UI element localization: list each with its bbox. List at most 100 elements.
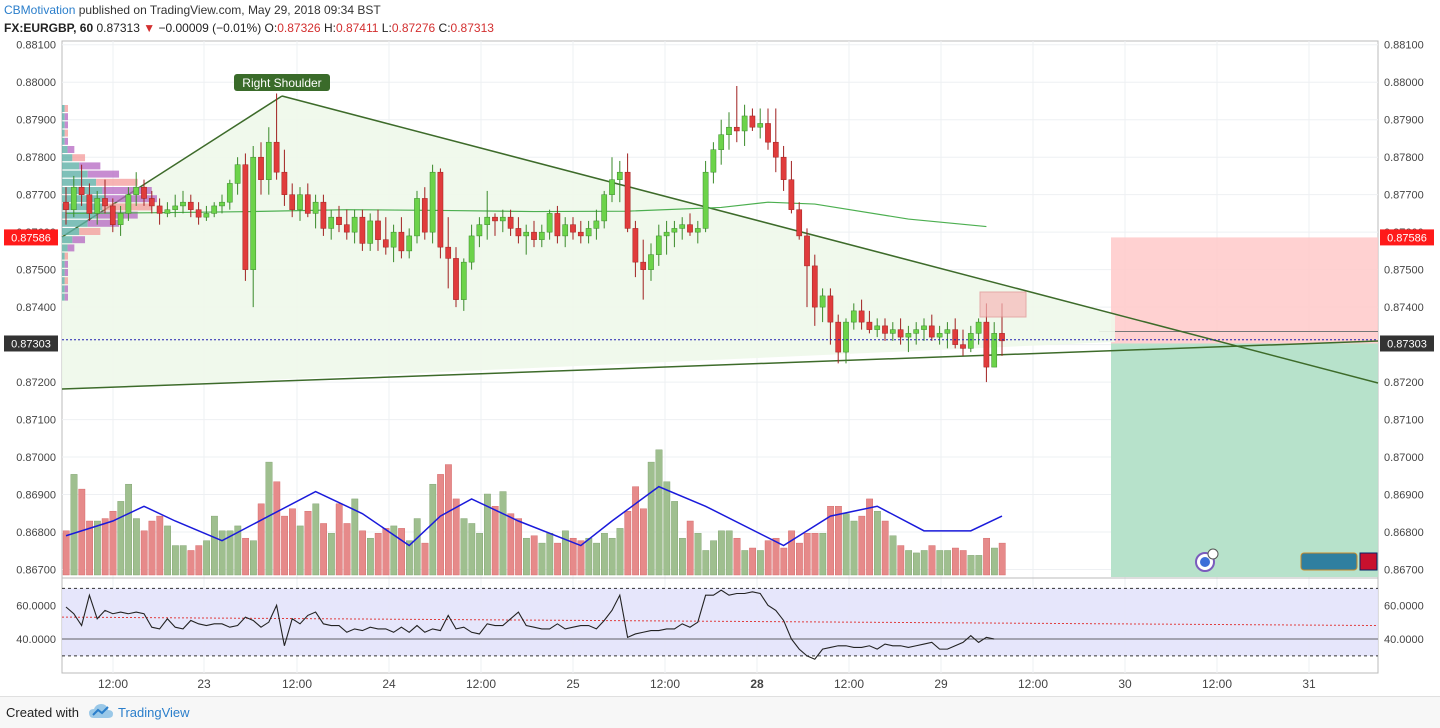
candle[interactable]	[624, 153, 631, 233]
candle[interactable]	[63, 187, 69, 225]
candle[interactable]	[343, 209, 350, 240]
candle[interactable]	[710, 142, 717, 184]
candle[interactable]	[897, 318, 904, 345]
candle[interactable]	[694, 220, 701, 244]
candle[interactable]	[648, 243, 654, 281]
candle[interactable]	[94, 190, 101, 225]
candle[interactable]	[819, 288, 826, 323]
descending-trendline[interactable]	[281, 95, 1379, 384]
candle[interactable]	[679, 217, 686, 240]
candle[interactable]	[219, 194, 225, 214]
candle[interactable]	[289, 183, 296, 218]
candle[interactable]	[117, 205, 124, 236]
candle[interactable]	[226, 179, 233, 210]
candle[interactable]	[133, 172, 140, 206]
candle[interactable]	[421, 187, 428, 240]
candle[interactable]	[577, 220, 584, 244]
candle[interactable]	[546, 209, 553, 240]
stop-loss-zone[interactable]	[1111, 237, 1378, 344]
candle[interactable]	[453, 247, 459, 308]
candle[interactable]	[398, 217, 405, 259]
candle[interactable]	[265, 127, 272, 195]
candle[interactable]	[312, 194, 319, 229]
candle[interactable]	[593, 209, 600, 240]
candle[interactable]	[749, 108, 756, 131]
candle[interactable]	[445, 217, 452, 289]
candle[interactable]	[406, 228, 413, 259]
candle[interactable]	[585, 220, 592, 244]
candle[interactable]	[726, 112, 732, 150]
candle[interactable]	[889, 322, 896, 341]
candle[interactable]	[741, 104, 748, 146]
candle[interactable]	[281, 149, 288, 206]
highlight-box[interactable]	[979, 291, 1027, 318]
candle[interactable]	[554, 205, 561, 244]
candle[interactable]	[788, 160, 795, 214]
candle[interactable]	[429, 164, 436, 244]
target-zone[interactable]	[1111, 343, 1378, 577]
candle[interactable]	[601, 190, 608, 229]
candle[interactable]	[905, 325, 912, 353]
candle[interactable]	[733, 85, 740, 143]
candle[interactable]	[78, 164, 85, 206]
candle[interactable]	[687, 213, 693, 236]
candle[interactable]	[234, 157, 241, 195]
candle[interactable]	[375, 209, 381, 251]
candle[interactable]	[609, 157, 615, 203]
candle[interactable]	[172, 194, 179, 218]
candle[interactable]	[827, 288, 834, 345]
candle[interactable]	[351, 209, 358, 244]
candle[interactable]	[109, 198, 116, 233]
candle[interactable]	[258, 142, 264, 195]
candle[interactable]	[640, 239, 647, 300]
candle[interactable]	[492, 213, 498, 236]
candle[interactable]	[843, 318, 849, 364]
candle[interactable]	[570, 217, 576, 240]
candle[interactable]	[414, 190, 420, 244]
candle[interactable]	[967, 325, 974, 353]
candle[interactable]	[616, 160, 623, 203]
candle[interactable]	[156, 198, 163, 225]
uk-flag-event-icon[interactable]	[1300, 552, 1378, 571]
neckline[interactable]	[61, 340, 1379, 390]
candle[interactable]	[538, 224, 545, 248]
candle[interactable]	[102, 179, 108, 214]
right-shoulder-annotation[interactable]: Right Shoulder	[234, 74, 330, 91]
candle[interactable]	[515, 217, 522, 244]
candle[interactable]	[663, 220, 670, 255]
candle[interactable]	[460, 258, 467, 311]
candle[interactable]	[476, 217, 483, 248]
candle[interactable]	[125, 187, 132, 221]
candle[interactable]	[804, 228, 810, 308]
candle[interactable]	[320, 194, 327, 236]
candle[interactable]	[141, 179, 147, 206]
candle[interactable]	[772, 108, 779, 173]
candle[interactable]	[531, 220, 537, 248]
candle[interactable]	[562, 217, 569, 248]
candle[interactable]	[187, 194, 194, 218]
candle[interactable]	[382, 217, 389, 255]
candle[interactable]	[757, 108, 764, 139]
candle[interactable]	[882, 318, 888, 341]
candle[interactable]	[765, 108, 771, 150]
candle[interactable]	[242, 153, 249, 281]
symbol-name[interactable]: FX:EURGBP, 60	[4, 21, 94, 35]
candle[interactable]	[70, 175, 77, 218]
candle[interactable]	[632, 220, 639, 278]
candle[interactable]	[850, 303, 857, 330]
candle[interactable]	[359, 209, 366, 251]
candle[interactable]	[148, 190, 155, 214]
candle[interactable]	[304, 183, 311, 218]
candle[interactable]	[507, 209, 514, 236]
candle[interactable]	[367, 213, 374, 251]
candle[interactable]	[336, 205, 342, 233]
candle[interactable]	[390, 224, 397, 263]
candle[interactable]	[835, 314, 842, 364]
candle[interactable]	[195, 202, 202, 225]
candle[interactable]	[913, 322, 920, 345]
candle[interactable]	[702, 160, 709, 233]
candle[interactable]	[250, 145, 257, 308]
candle[interactable]	[780, 145, 787, 191]
candle[interactable]	[960, 329, 966, 356]
candle[interactable]	[952, 318, 959, 349]
